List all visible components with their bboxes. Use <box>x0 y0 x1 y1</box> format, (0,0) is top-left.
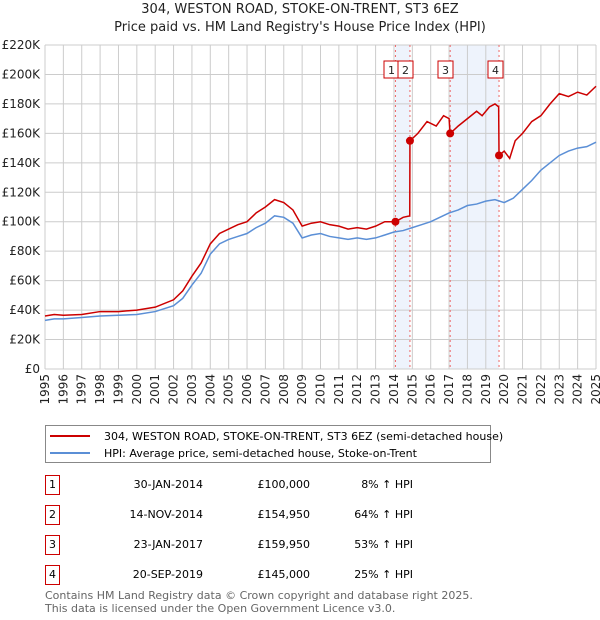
sale-date: 20-SEP-2019 <box>132 568 203 581</box>
x-tick-label: 2008 <box>277 374 291 405</box>
sale-label: 3 <box>442 64 449 77</box>
sale-price: £159,950 <box>257 538 311 551</box>
x-tick-label: 2013 <box>369 374 383 405</box>
sale-price: £100,000 <box>257 478 311 491</box>
legend-swatch-blue <box>50 452 90 454</box>
sale-point <box>391 217 400 226</box>
sale-hpi: 8% ↑ HPI <box>361 478 413 491</box>
x-tick-label: 1997 <box>75 374 89 405</box>
x-tick-label: 2017 <box>442 374 456 405</box>
legend-item-property: 304, WESTON ROAD, STOKE-ON-TRENT, ST3 6E… <box>46 428 503 444</box>
sale-row: 1 30-JAN-2014 £100,000 8% ↑ HPI <box>45 475 465 495</box>
sale-row: 4 20-SEP-2019 £145,000 25% ↑ HPI <box>45 565 465 585</box>
sale-num: 1 <box>45 475 60 495</box>
x-tick-label: 2019 <box>479 374 493 405</box>
x-tick-label: 2010 <box>314 374 328 405</box>
y-tick-label: £20K <box>9 333 41 347</box>
sale-row: 3 23-JAN-2017 £159,950 53% ↑ HPI <box>45 535 465 555</box>
x-tick-label: 2020 <box>497 374 511 405</box>
sale-num: 2 <box>45 505 60 525</box>
sale-num: 4 <box>45 565 60 585</box>
series-line <box>44 85 597 317</box>
sale-label-box <box>437 60 454 79</box>
sale-label: 1 <box>388 64 395 77</box>
x-tick-label: 2001 <box>148 374 162 405</box>
x-tick-label: 2007 <box>258 374 272 405</box>
legend-label: HPI: Average price, semi-detached house,… <box>104 446 417 460</box>
legend-label: 304, WESTON ROAD, STOKE-ON-TRENT, ST3 6E… <box>104 429 504 443</box>
y-tick-label: £40K <box>9 303 41 317</box>
sale-period-shade <box>450 45 500 369</box>
x-tick-label: 2002 <box>167 374 181 405</box>
chart-title: 304, WESTON ROAD, STOKE-ON-TRENT, ST3 6E… <box>141 2 459 17</box>
x-tick-label: 2003 <box>185 374 199 405</box>
sale-date: 14-NOV-2014 <box>129 508 203 521</box>
x-tick-label: 2023 <box>552 374 566 405</box>
x-tick-label: 1999 <box>111 374 125 405</box>
y-tick-label: £200K <box>2 67 42 81</box>
y-tick-label: £60K <box>9 274 41 288</box>
chart-subtitle: Price paid vs. HM Land Registry's House … <box>114 20 486 35</box>
x-tick-label: 2018 <box>460 374 474 405</box>
x-tick-label: 2004 <box>203 374 217 405</box>
x-tick-label: 2006 <box>240 374 254 405</box>
footer-line: This data is licensed under the Open Gov… <box>45 602 396 615</box>
x-tick-label: 2015 <box>405 374 419 405</box>
x-tick-label: 2005 <box>222 374 236 405</box>
sale-label-box <box>487 60 504 79</box>
sale-label: 2 <box>402 64 409 77</box>
x-tick-label: 2016 <box>424 374 438 405</box>
series-line <box>44 141 597 322</box>
sale-point <box>495 151 504 160</box>
footer-line: Contains HM Land Registry data © Crown c… <box>45 589 473 602</box>
sale-hpi: 64% ↑ HPI <box>354 508 413 521</box>
legend: 304, WESTON ROAD, STOKE-ON-TRENT, ST3 6E… <box>45 425 503 463</box>
sale-hpi: 53% ↑ HPI <box>354 538 413 551</box>
legend-swatch-red <box>50 435 90 437</box>
x-tick-label: 2000 <box>130 374 144 405</box>
x-tick-label: 2024 <box>571 374 585 405</box>
x-tick-label: 2012 <box>350 374 364 405</box>
plot-area: £0 £20K £40K £60K £80K £100K £120K £140K £160K £1… <box>2 38 600 405</box>
x-tick-label: 1998 <box>93 374 107 405</box>
sale-label-box <box>397 60 414 79</box>
sale-hpi: 25% ↑ HPI <box>354 568 413 581</box>
y-tick-label: £100K <box>2 215 42 229</box>
sale-point <box>446 129 455 138</box>
sale-num: 3 <box>45 535 60 555</box>
footer: Contains HM Land Registry data © Crown c… <box>45 589 473 615</box>
y-tick-label: £180K <box>2 97 42 111</box>
x-tick-label: 2014 <box>387 374 401 405</box>
sale-label: 4 <box>492 64 499 77</box>
x-tick-label: 1995 <box>38 374 52 405</box>
y-tick-label: £80K <box>9 244 41 258</box>
sale-date: 30-JAN-2014 <box>133 478 203 491</box>
sale-date: 23-JAN-2017 <box>133 538 203 551</box>
y-tick-label: £140K <box>2 156 42 170</box>
y-tick-label: £0 <box>25 362 40 376</box>
y-tick-label: £160K <box>2 126 42 140</box>
x-tick-label: 2009 <box>295 374 309 405</box>
sale-row: 2 14-NOV-2014 £154,950 64% ↑ HPI <box>45 505 465 525</box>
y-tick-label: £120K <box>2 185 42 199</box>
x-tick-label: 2025 <box>589 374 600 405</box>
x-tick-label: 1996 <box>56 374 70 405</box>
sale-price: £145,000 <box>257 568 311 581</box>
x-tick-label: 2021 <box>516 374 530 405</box>
sale-period-shade <box>395 45 410 369</box>
y-tick-label: £220K <box>2 38 42 52</box>
x-tick-label: 2022 <box>534 374 548 405</box>
sale-price: £154,950 <box>257 508 311 521</box>
x-tick-label: 2011 <box>332 374 346 405</box>
legend-item-hpi: HPI: Average price, semi-detached house,… <box>46 445 417 461</box>
sale-point <box>405 136 414 145</box>
